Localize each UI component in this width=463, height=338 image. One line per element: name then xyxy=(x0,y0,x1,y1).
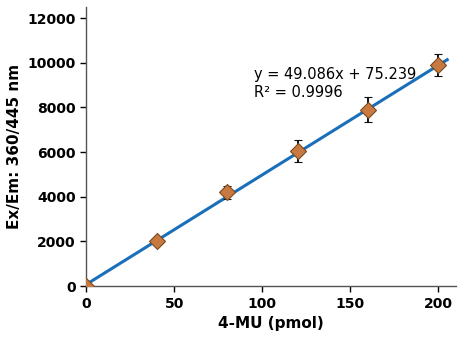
Text: y = 49.086x + 75.239
R² = 0.9996: y = 49.086x + 75.239 R² = 0.9996 xyxy=(254,67,416,100)
Y-axis label: Ex/Em: 360/445 nm: Ex/Em: 360/445 nm xyxy=(7,64,22,229)
X-axis label: 4-MU (pmol): 4-MU (pmol) xyxy=(218,316,324,331)
